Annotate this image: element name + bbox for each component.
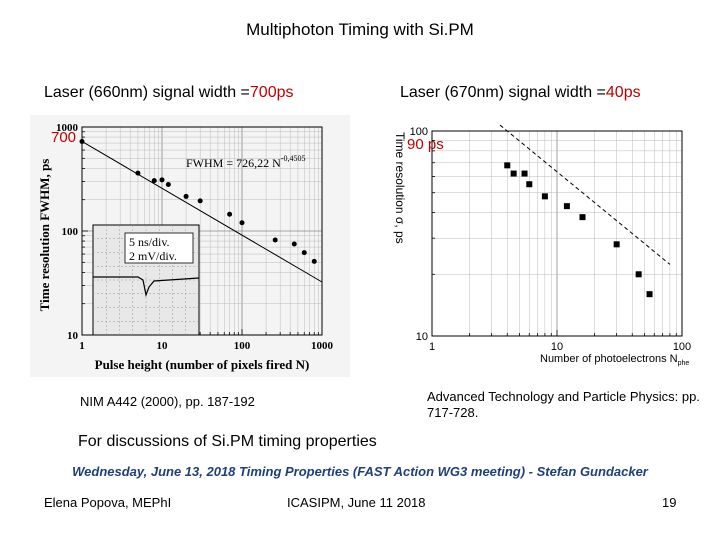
data-point (159, 177, 165, 183)
data-point (563, 203, 570, 210)
data-point (79, 138, 85, 144)
y-tick-label: 1000 (56, 122, 79, 134)
page-number: 19 (662, 495, 677, 510)
data-point (165, 181, 171, 187)
y-axis-label: Time resolution σ, ps (393, 132, 407, 244)
data-point (635, 271, 642, 278)
data-point (510, 170, 517, 177)
slide-title: Multiphoton Timing with Si.PM (246, 20, 474, 39)
fit-annotation: FWHM = 726,22 N-0,4505 (186, 154, 305, 170)
data-point (526, 181, 533, 188)
data-point (183, 193, 189, 199)
meeting-line: Wednesday, June 13, 2018 Timing Properti… (72, 464, 648, 479)
fit-line (81, 141, 323, 283)
data-point (227, 211, 233, 217)
y-tick-label: 100 (410, 126, 428, 138)
data-point (272, 237, 278, 243)
footer-author: Elena Popova, MEPhI (44, 495, 172, 510)
data-point (541, 193, 548, 200)
x-tick-label: 1 (79, 340, 85, 352)
fit-line (499, 124, 671, 265)
x-axis-label-main: Number of photoelectrons N (540, 353, 678, 365)
data-point (151, 178, 157, 184)
data-point (301, 250, 307, 256)
right-heading-value: 40ps (605, 84, 641, 101)
data-point (239, 220, 245, 226)
data-point (291, 241, 297, 247)
inset-volt-div: 2 mV/div. (129, 249, 177, 263)
x-tick-label: 100 (673, 341, 691, 353)
x-tick-label: 1 (429, 341, 435, 353)
fit-line-segment (499, 124, 671, 265)
x-tick-label: 1000 (311, 340, 334, 352)
data-point (646, 291, 653, 298)
fit-equation: FWHM = 726,22 N (186, 156, 281, 170)
data-points (504, 162, 653, 298)
x-axis-label: Number of photoelectrons Nphe (540, 353, 689, 367)
fit-line-segment (81, 141, 323, 283)
data-point (135, 170, 141, 176)
left-heading-value: 700ps (249, 84, 294, 101)
x-axis-label-sub: phe (678, 360, 690, 367)
inset-waveform (93, 276, 200, 298)
y-axis-label: Time resolution FWHM, ps (37, 159, 52, 312)
data-point (197, 198, 203, 204)
right-laser-heading: Laser (670nm) signal width =40ps (400, 84, 641, 102)
data-point (504, 162, 511, 169)
left-heading-prefix: Laser (660nm) signal width = (44, 84, 250, 101)
left-reference: NIM A442 (2000), pp. 187-192 (80, 394, 255, 409)
fit-exponent: -0,4505 (281, 154, 306, 163)
x-tick-label: 10 (551, 341, 563, 353)
left-laser-heading: Laser (660nm) signal width =700ps (44, 84, 293, 102)
right-reference: Advanced Technology and Particle Physics… (427, 389, 700, 420)
data-point (521, 170, 528, 177)
right-heading-prefix: Laser (670nm) signal width = (400, 84, 606, 101)
data-point (613, 241, 620, 248)
x-tick-label: 100 (234, 340, 251, 352)
data-points (79, 138, 317, 264)
red-90ps-label: 90 ps (407, 136, 444, 153)
inset-time-div: 5 ns/div. (129, 235, 170, 249)
oscilloscope-inset: 5 ns/div. 2 mV/div. (92, 224, 200, 336)
red-700-label: 700 (51, 129, 76, 146)
x-tick-label: 10 (157, 340, 169, 352)
y-tick-label: 10 (67, 330, 79, 342)
x-axis-label: Pulse height (number of pixels fired N) (95, 357, 310, 372)
grid (431, 131, 682, 337)
data-point (579, 214, 586, 221)
inset-label-box (124, 232, 194, 264)
footer-conference: ICASIPM, June 11 2018 (287, 495, 426, 510)
discussion-link[interactable]: For discussions of Si.PM timing properti… (78, 433, 377, 450)
y-tick-label: 100 (62, 226, 79, 238)
y-tick-label: 10 (416, 331, 428, 343)
data-point (311, 258, 317, 264)
